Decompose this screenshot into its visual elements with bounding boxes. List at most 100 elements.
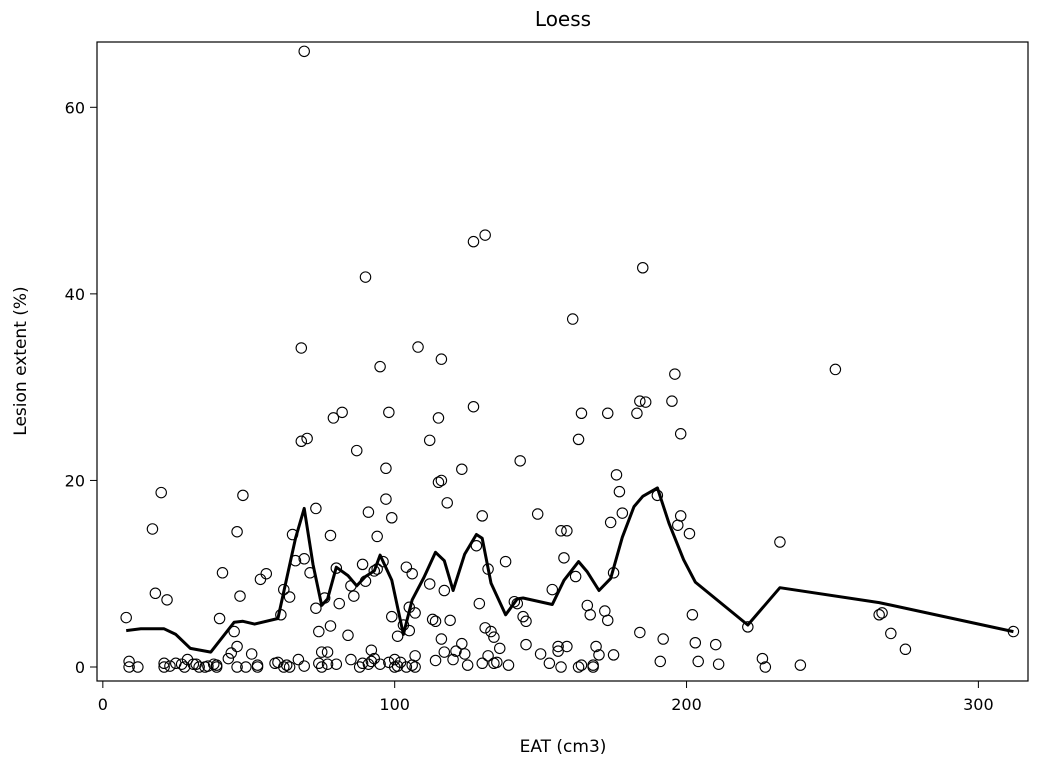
loess-line: [126, 486, 1014, 654]
scatter-point: [794, 659, 807, 671]
scatter-point: [234, 590, 246, 602]
scatter-point: [383, 406, 395, 419]
scatter-point: [502, 659, 515, 671]
scatter-point: [231, 640, 243, 653]
scatter-point: [456, 463, 468, 475]
x-tick-label: 100: [379, 695, 410, 714]
y-tick-label: 0: [75, 658, 85, 677]
scatter-point: [365, 655, 378, 668]
scatter-point: [187, 658, 200, 670]
scatter-point: [558, 552, 570, 564]
scatter-point: [467, 400, 480, 413]
scatter-point: [193, 661, 205, 673]
scatter-point: [485, 625, 497, 638]
scatter-point: [356, 657, 369, 670]
scatter-point: [251, 661, 264, 673]
scatter-point: [386, 512, 398, 524]
scatter-point: [327, 412, 340, 424]
scatter-point: [292, 653, 305, 666]
scatter-point: [161, 594, 173, 606]
scatter-point: [237, 489, 249, 502]
scatter-point: [362, 658, 375, 670]
scatter-point: [386, 610, 398, 623]
scatter-point: [423, 434, 436, 447]
scatter-point: [245, 648, 258, 660]
scatter-point: [298, 45, 310, 58]
scatter-point: [514, 455, 526, 467]
scatter-point: [604, 516, 617, 529]
scatter-point: [590, 640, 602, 653]
scatter-point: [593, 649, 605, 661]
scatter-point: [613, 485, 626, 498]
scatter-point: [587, 661, 599, 673]
loess-curve-group: [126, 486, 1014, 654]
scatter-point: [400, 661, 413, 673]
scatter-point: [330, 562, 343, 574]
scatter-point: [202, 660, 214, 672]
scatter-point: [313, 625, 325, 638]
scatter-point: [482, 650, 494, 662]
scatter-point: [435, 353, 448, 365]
scatter-point: [508, 595, 521, 608]
scatter-point: [365, 644, 378, 656]
scatter-point: [520, 615, 532, 628]
scatter-point: [438, 646, 451, 658]
scatter-point: [216, 567, 229, 579]
scatter-point: [634, 626, 646, 639]
scatter-point: [190, 658, 202, 670]
scatter-point: [607, 649, 620, 661]
chart-title: Loess: [535, 7, 591, 31]
scatter-point: [321, 646, 334, 658]
scatter-point: [634, 395, 646, 407]
scatter-point: [756, 652, 769, 665]
scatter-point: [683, 527, 696, 540]
y-tick-label: 60: [65, 98, 85, 117]
scatter-point: [149, 587, 162, 600]
scatter-point: [123, 661, 135, 673]
x-tick-label: 300: [963, 695, 994, 714]
scatter-point: [467, 235, 480, 248]
scatter-point: [353, 661, 366, 673]
scatter-point: [345, 653, 357, 666]
scatter-point: [298, 553, 310, 565]
scatter-point: [321, 658, 334, 670]
scatter-point: [494, 642, 506, 655]
scatter-point: [356, 558, 369, 571]
scatter-point: [444, 614, 456, 627]
scatter-point: [476, 510, 488, 522]
scatter-point: [435, 633, 448, 645]
scatter-point: [669, 368, 681, 380]
scatter-point: [450, 645, 462, 657]
scatter-point: [371, 530, 383, 543]
y-tick-label: 20: [65, 471, 85, 490]
scatter-point: [456, 637, 468, 650]
scatter-point: [348, 590, 360, 602]
scatter-point: [742, 621, 754, 633]
scatter-point: [210, 659, 223, 671]
scatter-point: [441, 497, 453, 509]
scatter-point: [432, 412, 445, 424]
scatter-point: [280, 659, 293, 671]
scatter-point: [409, 650, 421, 662]
scatter-point: [555, 525, 567, 537]
scatter-point: [692, 655, 704, 668]
scatter-point: [488, 631, 500, 643]
scatter-point: [429, 615, 442, 628]
scatter-point: [295, 435, 308, 448]
scatter-point: [473, 597, 486, 610]
y-tick-label: 40: [65, 285, 85, 304]
scatter-point: [774, 536, 786, 548]
scatter-point: [657, 633, 669, 645]
scatter-point: [295, 342, 308, 354]
scatter-point: [146, 523, 159, 535]
scatter-point: [368, 565, 381, 577]
plot-area-frame: [96, 41, 1029, 682]
scatter-point: [359, 271, 372, 283]
scatter-point: [374, 658, 386, 670]
scatter-point: [388, 653, 401, 666]
scatter-point: [409, 607, 421, 619]
scatter-point: [310, 602, 322, 614]
scatter-point: [601, 614, 614, 627]
scatter-point: [374, 360, 386, 373]
